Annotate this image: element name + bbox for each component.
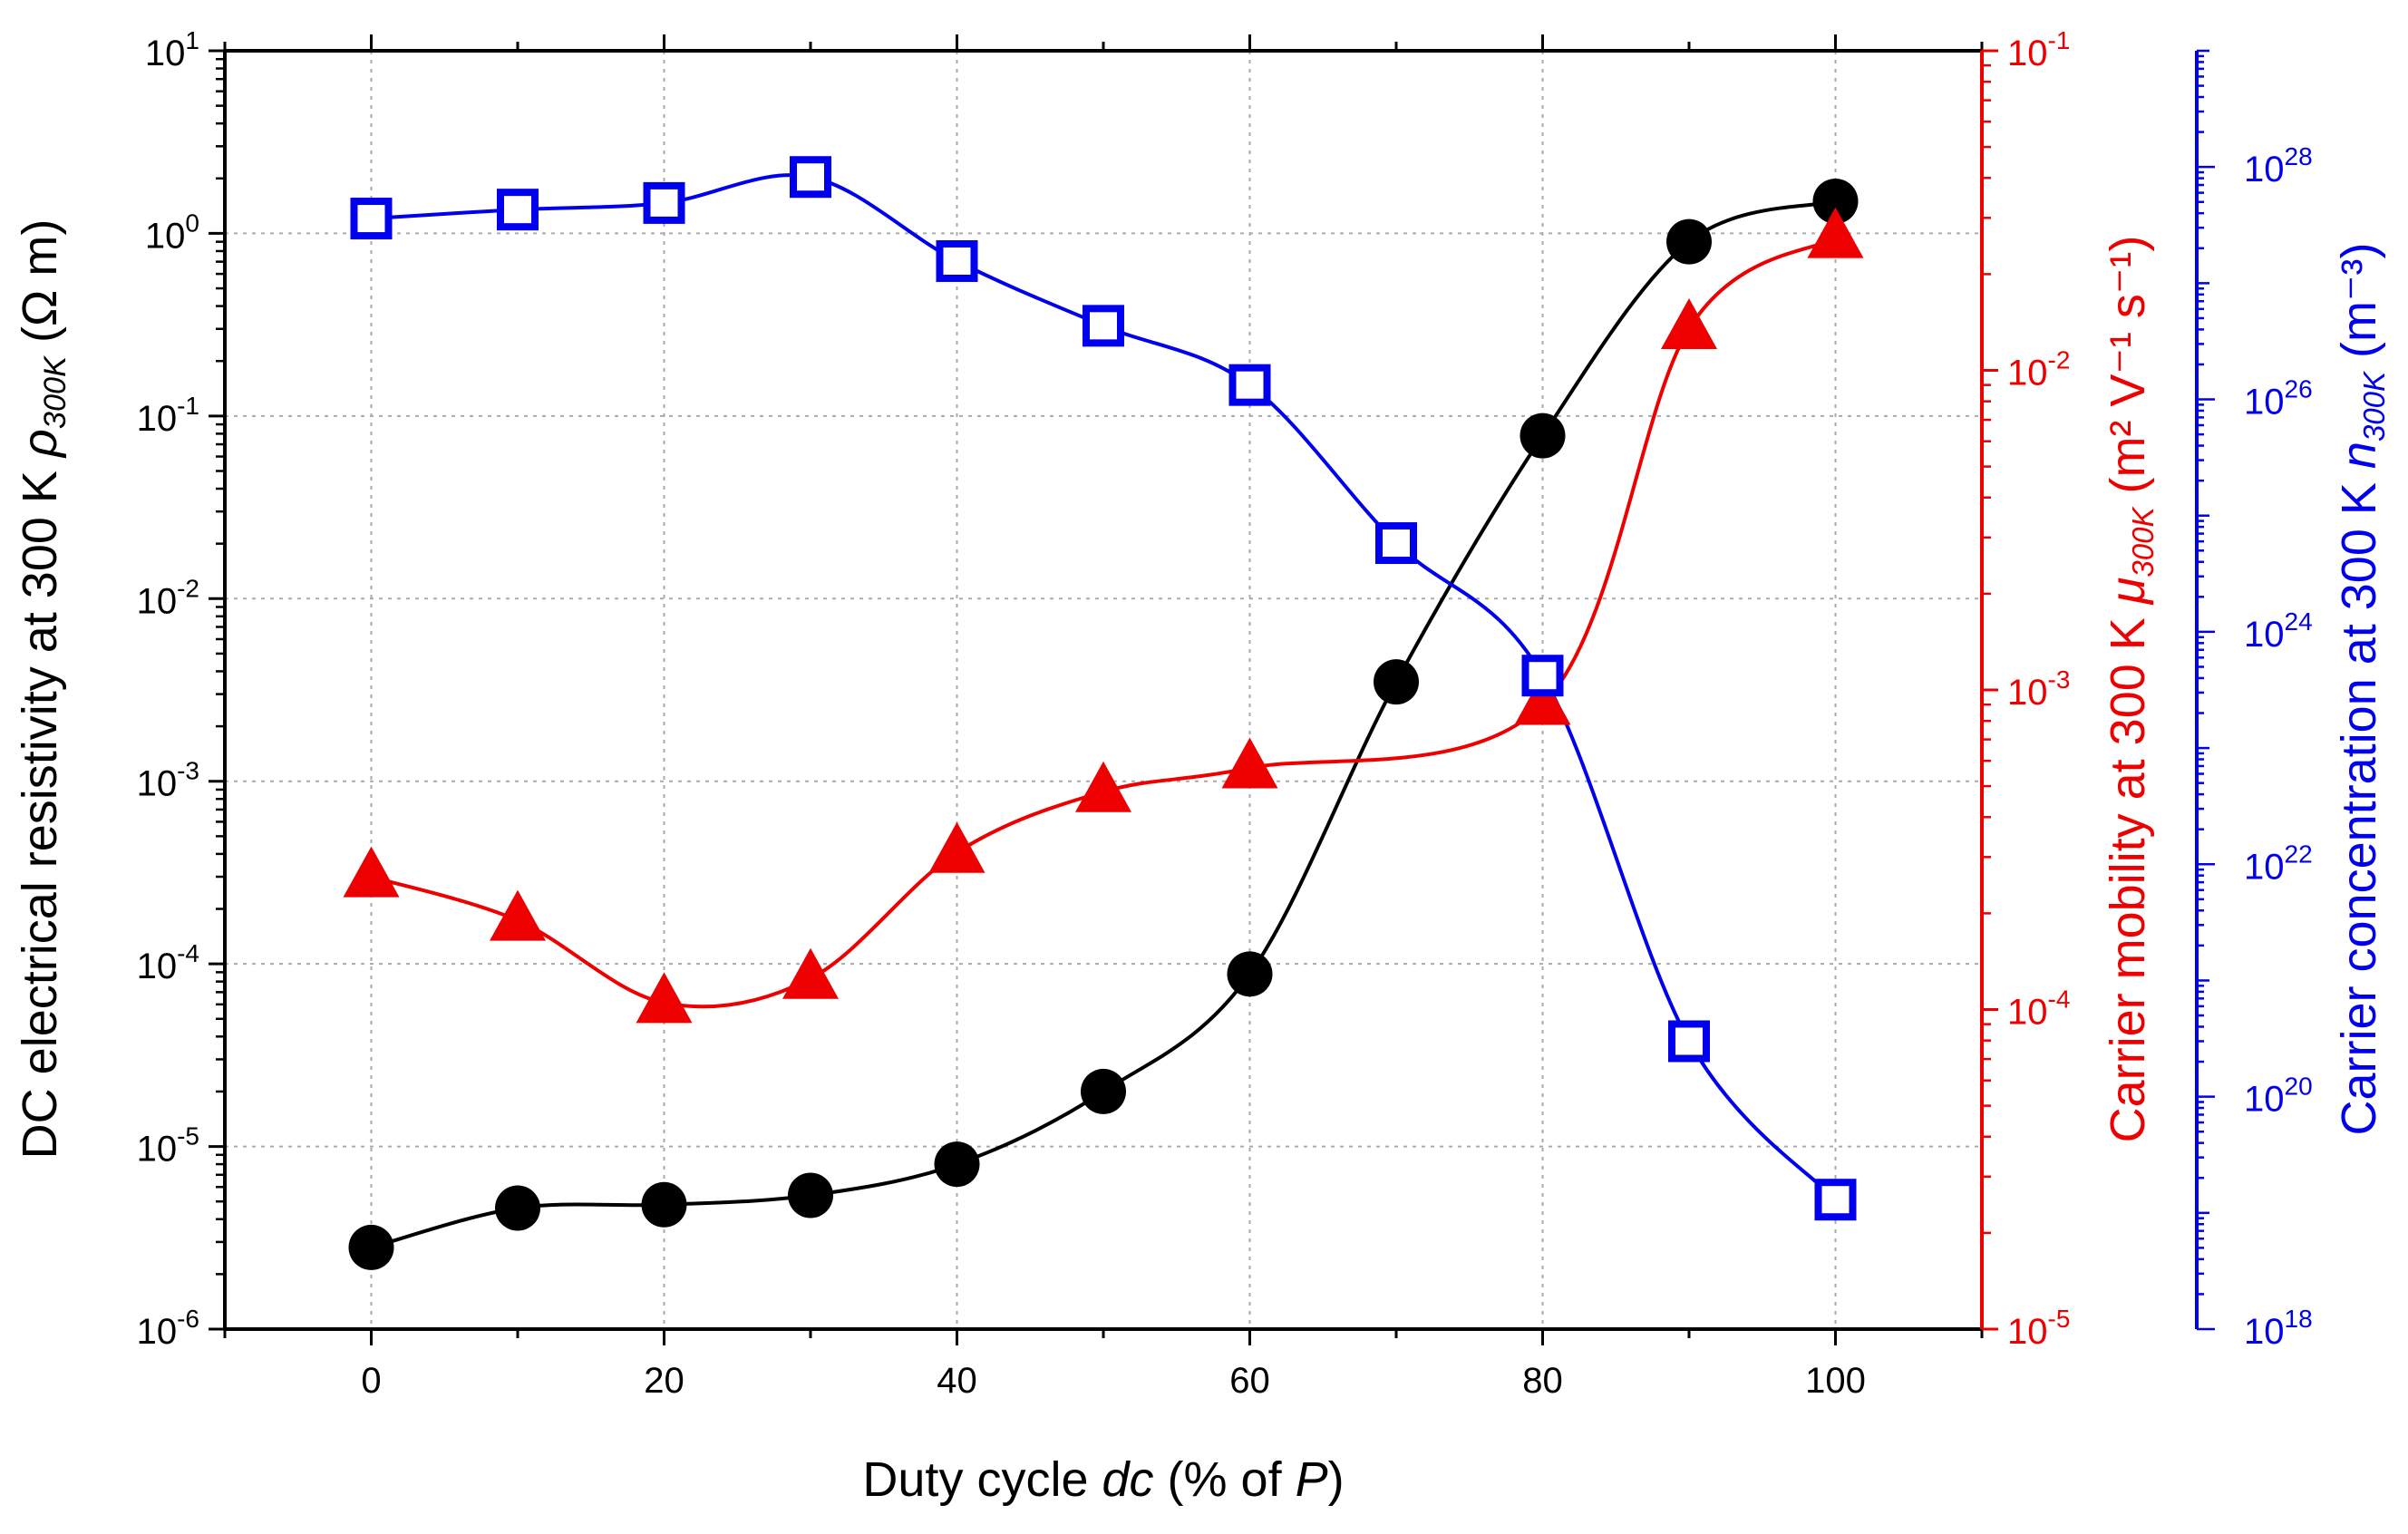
left-tick-label: 10-2 (137, 574, 199, 621)
data-point-concentration (790, 156, 831, 199)
data-point-mobility (1514, 674, 1571, 725)
data-point-mobility (928, 821, 986, 873)
data-point-resistivity (641, 1181, 687, 1228)
data-point-resistivity (788, 1172, 833, 1218)
right1-tick-label: 10-3 (2007, 665, 2070, 713)
data-point-mobility (490, 889, 546, 941)
data-point-resistivity (1081, 1068, 1126, 1114)
right2-tick-label: 1026 (2244, 375, 2313, 422)
series-markers (343, 156, 1864, 1270)
left-axis-title: DC electrical resistivity at 300 K ρ300K… (13, 219, 73, 1160)
data-point-mobility (343, 846, 400, 898)
data-point-concentration (643, 181, 685, 224)
left-tick-label: 10-6 (137, 1305, 199, 1352)
data-point-concentration (1521, 655, 1564, 697)
data-point-resistivity (1227, 951, 1273, 997)
left-tick-label: 10-1 (137, 392, 199, 439)
left-tick-label: 101 (145, 26, 199, 73)
data-point-resistivity (1520, 413, 1566, 459)
left-tick-label: 100 (145, 209, 199, 256)
data-point-resistivity (1812, 178, 1859, 224)
right1-tick-label: 10-1 (2007, 26, 2070, 73)
data-point-concentration (936, 239, 978, 282)
data-point-mobility (1807, 207, 1864, 258)
right1-axis-title: Carrier mobility at 300 K μ300K (m² V⁻¹ … (2101, 236, 2160, 1143)
right2-tick-label: 1028 (2244, 142, 2313, 189)
data-point-mobility (1221, 737, 1278, 789)
x-axis-title: Duty cycle dc (% of P) (862, 1452, 1344, 1507)
data-point-resistivity (1666, 218, 1712, 265)
right2-tick-label: 1024 (2244, 607, 2313, 655)
data-point-concentration (497, 189, 539, 231)
data-point-concentration (1814, 1179, 1857, 1221)
right1-tick-label: 10-4 (2007, 985, 2070, 1033)
left-tick-label: 10-4 (137, 939, 199, 986)
left-tick-label: 10-5 (137, 1122, 199, 1170)
x-tick-label: 60 (1229, 1361, 1270, 1401)
data-point-mobility (782, 947, 839, 999)
data-point-concentration (1228, 364, 1271, 406)
x-tick-label: 20 (644, 1361, 685, 1401)
data-point-concentration (1375, 522, 1417, 565)
data-point-resistivity (348, 1224, 394, 1270)
data-point-concentration (1083, 305, 1124, 347)
right2-tick-label: 1020 (2244, 1073, 2313, 1120)
right2-axis-title: Carrier concentration at 300 K n300K (m⁻… (2332, 243, 2391, 1136)
axis-labels: 0 20 40 60 80 100 10-6 10-5 10-4 10-3 10-2 10-1 100 1… (13, 26, 2391, 1507)
data-point-mobility (1075, 761, 1131, 812)
x-tick-label: 0 (361, 1361, 381, 1401)
grid (225, 50, 1982, 1329)
right2-tick-label: 1018 (2244, 1305, 2313, 1352)
data-point-resistivity (934, 1141, 980, 1188)
right1-tick-label: 10-5 (2007, 1305, 2070, 1352)
x-tick-label: 40 (937, 1361, 977, 1401)
x-tick-label: 100 (1805, 1361, 1866, 1401)
data-point-resistivity (1374, 659, 1419, 705)
data-point-concentration (1668, 1020, 1710, 1063)
left-tick-label: 10-3 (137, 757, 199, 804)
right2-tick-label: 1022 (2244, 840, 2313, 887)
data-point-mobility (1661, 297, 1717, 349)
x-tick-label: 80 (1522, 1361, 1563, 1401)
data-point-resistivity (495, 1185, 540, 1231)
right1-tick-label: 10-2 (2007, 346, 2070, 393)
data-point-mobility (636, 972, 693, 1024)
data-point-concentration (350, 198, 393, 240)
axes (209, 34, 2215, 1345)
series-line-right1 (370, 236, 1837, 1009)
